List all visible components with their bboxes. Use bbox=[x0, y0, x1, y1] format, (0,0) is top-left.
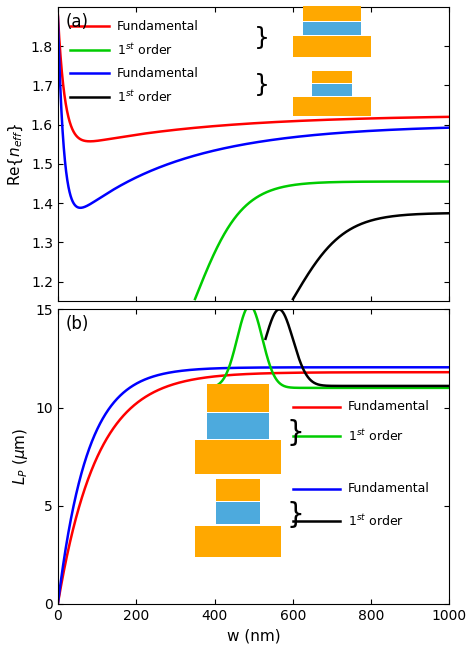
Bar bbox=[302, 22, 361, 35]
Text: }: } bbox=[287, 501, 305, 529]
Text: }: } bbox=[287, 419, 305, 447]
Bar bbox=[312, 71, 352, 83]
Text: $1^{st}$ order: $1^{st}$ order bbox=[347, 514, 404, 529]
Bar bbox=[302, 6, 361, 21]
Text: (b): (b) bbox=[66, 315, 89, 333]
Text: Fundamental: Fundamental bbox=[347, 400, 429, 413]
Bar bbox=[217, 479, 260, 501]
Text: $1^{st}$ order: $1^{st}$ order bbox=[347, 428, 404, 444]
Bar bbox=[293, 36, 371, 57]
X-axis label: w (nm): w (nm) bbox=[227, 628, 281, 643]
Bar bbox=[217, 502, 260, 525]
Bar bbox=[293, 97, 371, 116]
Text: Fundamental: Fundamental bbox=[347, 482, 429, 495]
Text: }: } bbox=[254, 73, 270, 97]
Y-axis label: $L_P$ ($\mu$m): $L_P$ ($\mu$m) bbox=[11, 428, 30, 485]
Text: Fundamental: Fundamental bbox=[117, 67, 199, 80]
Text: $1^{st}$ order: $1^{st}$ order bbox=[117, 42, 173, 57]
Y-axis label: Re{$n_{eff}$}: Re{$n_{eff}$} bbox=[7, 122, 25, 186]
Bar bbox=[195, 526, 281, 556]
Bar bbox=[195, 440, 281, 474]
Text: $1^{st}$ order: $1^{st}$ order bbox=[117, 89, 173, 105]
Bar bbox=[207, 384, 269, 411]
Text: (a): (a) bbox=[66, 13, 89, 31]
Bar bbox=[312, 84, 352, 96]
Bar bbox=[207, 413, 269, 439]
Text: Fundamental: Fundamental bbox=[117, 20, 199, 32]
Text: }: } bbox=[254, 26, 270, 50]
